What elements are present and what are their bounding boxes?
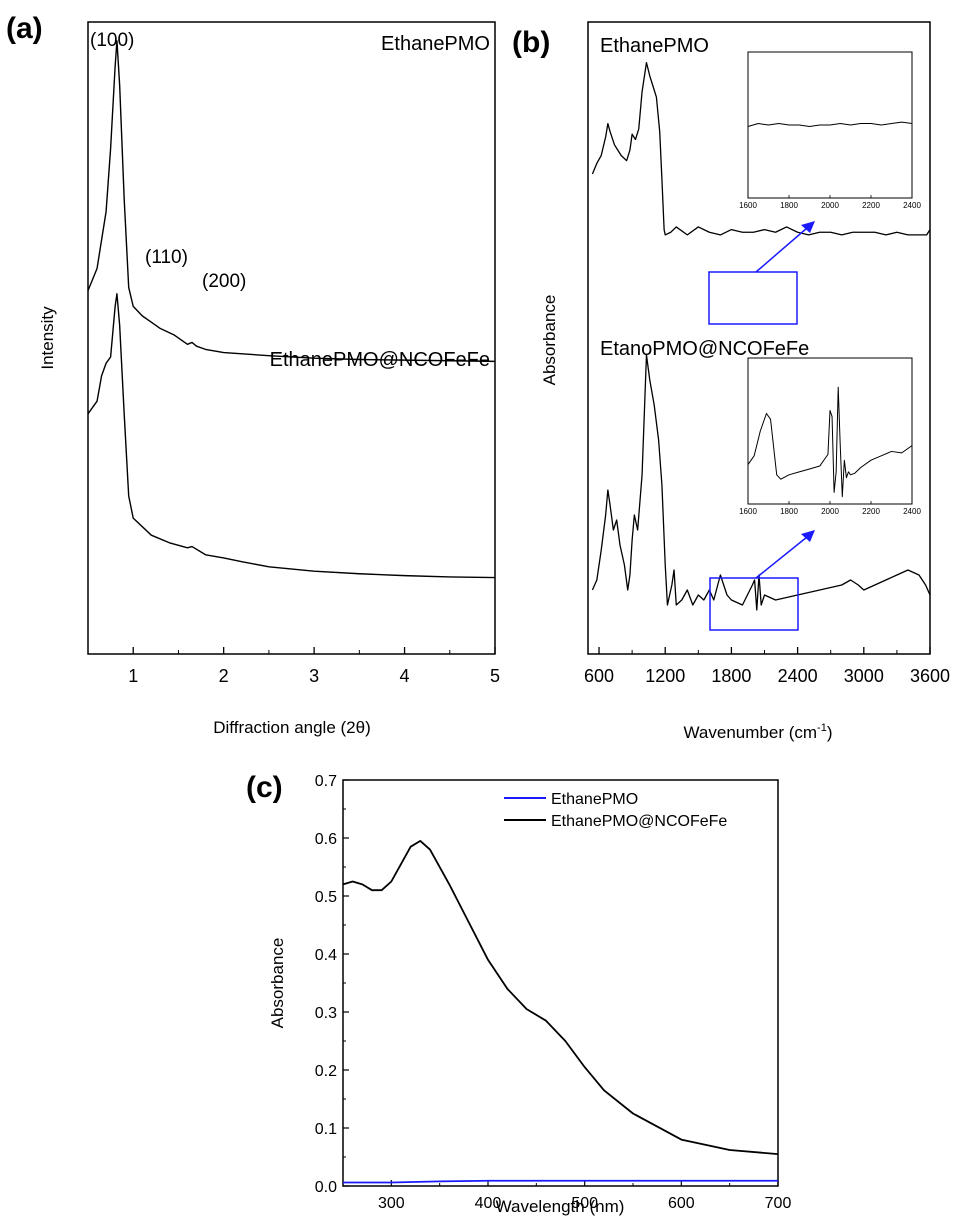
panel-b-frame bbox=[587, 21, 931, 655]
panel-a-series-line-1 bbox=[87, 293, 496, 579]
panel-a-letter: (a) bbox=[6, 12, 43, 45]
panel-a-x-tick-label: 3 bbox=[309, 666, 319, 686]
panel-b-y-axis-title: Absorbance bbox=[540, 295, 559, 386]
inset-x-tick-label: 1600 bbox=[739, 201, 757, 210]
zoom-arrow-top bbox=[755, 227, 808, 273]
peak-label-200: (200) bbox=[202, 271, 246, 292]
inset-x-tick-label: 1800 bbox=[780, 201, 798, 210]
panel-c-y-tick-label: 0.1 bbox=[315, 1121, 337, 1138]
panel-c-x-tick-label: 500 bbox=[571, 1195, 598, 1212]
inset-series-line-1 bbox=[747, 386, 913, 498]
legend-label-ethanepmo: EthanePMO bbox=[551, 791, 638, 808]
panel-c-y-tick-label: 0.6 bbox=[315, 831, 337, 848]
panel-b-x-tick-label: 2400 bbox=[778, 666, 818, 686]
panel-c-y-tick-label: 0.7 bbox=[315, 773, 337, 790]
inset-series-line-0 bbox=[747, 121, 913, 127]
zoom-arrow-bottom bbox=[755, 536, 808, 579]
inset-x-tick-label: 2200 bbox=[862, 507, 880, 516]
panel-c-y-tick-label: 0.4 bbox=[315, 947, 337, 964]
panel-b-series-line-1 bbox=[591, 354, 931, 611]
panel-a-x-tick-label: 5 bbox=[490, 666, 500, 686]
panel-b-x-tick-label: 600 bbox=[584, 666, 614, 686]
panel-b-x-axis-title: Wavenumber (cm-1) bbox=[684, 722, 833, 742]
panel-b-x-tick-label: 3000 bbox=[844, 666, 884, 686]
panel-c-series-line-0 bbox=[343, 1179, 778, 1184]
panel-c-x-tick-label: 600 bbox=[668, 1195, 695, 1212]
panel-c-series bbox=[342, 840, 779, 1184]
inset-x-tick-label: 2000 bbox=[821, 507, 839, 516]
panel-c-x-tick-label: 300 bbox=[378, 1195, 405, 1212]
panel-c-x-tick-label: 700 bbox=[765, 1195, 792, 1212]
highlight-box-top bbox=[708, 271, 798, 325]
panel-c-y-tick-label: 0.2 bbox=[315, 1063, 337, 1080]
panel-c-y-tick-label: 0.0 bbox=[315, 1179, 337, 1196]
zoom-arrow-top-head bbox=[801, 221, 815, 233]
inset-x-tick-label: 2200 bbox=[862, 201, 880, 210]
panel-a-x-tick-label: 4 bbox=[400, 666, 410, 686]
inset-x-tick-label: 2000 bbox=[821, 201, 839, 210]
series-label-ethanepmo-a: EthanePMO bbox=[381, 33, 490, 55]
panel-a-x-tick-label: 2 bbox=[219, 666, 229, 686]
panel-c-letter: (c) bbox=[246, 771, 283, 804]
panel-a-frame bbox=[87, 21, 496, 655]
inset-x-tick-label: 2400 bbox=[903, 201, 921, 210]
inset-x-tick-label: 1800 bbox=[780, 507, 798, 516]
panel-a-x-tick-label: 1 bbox=[128, 666, 138, 686]
panel-c-frame bbox=[342, 779, 779, 1187]
panel-b-letter: (b) bbox=[512, 26, 550, 59]
panel-c-ticks: 300 400 500 600 700 0.0 0.1 0.2 0.3 0.4 0.5 0.6 0.7 bbox=[315, 773, 792, 1212]
panel-c-y-tick-label: 0.5 bbox=[315, 889, 337, 906]
inset-top: 1600 1800 2000 2200 2400 bbox=[739, 51, 921, 210]
inset-bottom-frame bbox=[747, 357, 913, 505]
panel-a-y-axis-title: Intensity bbox=[38, 306, 57, 370]
panel-c-series-line-1 bbox=[342, 840, 779, 1155]
panel-a-series bbox=[87, 40, 496, 579]
panel-c-x-tick-label: 400 bbox=[475, 1195, 502, 1212]
panel-a-x-axis-title: Diffraction angle (2θ) bbox=[213, 718, 371, 737]
panel-a: (a) 1 2 3 4 5 (100) (110) (200) EthanePMO Et… bbox=[6, 12, 500, 737]
panel-a-series-line-0 bbox=[87, 40, 496, 363]
zoom-arrow-bottom-head bbox=[801, 530, 815, 542]
peak-label-110: (110) bbox=[145, 247, 188, 268]
peak-label-100: (100) bbox=[90, 30, 134, 51]
legend-label-ethanepmo-ncofefe: EthanePMO@NCOFeFe bbox=[551, 813, 727, 830]
inset-x-tick-label: 1600 bbox=[739, 507, 757, 516]
panel-a-x-ticks: 1 2 3 4 5 bbox=[87, 647, 500, 686]
panel-b-x-tick-label: 3600 bbox=[910, 666, 950, 686]
panel-b: (b) 600 1200 1800 2400 3000 3600 EthanePMO Et… bbox=[512, 21, 950, 742]
highlight-box-bottom bbox=[709, 577, 799, 631]
panel-c-legend: EthanePMO EthanePMO@NCOFeFe bbox=[504, 791, 727, 830]
panel-b-series bbox=[591, 62, 931, 611]
panel-c-y-tick-label: 0.3 bbox=[315, 1005, 337, 1022]
inset-bottom: 1600 1800 2000 2200 2400 bbox=[739, 357, 921, 516]
series-label-ethanepmo-ncofefe-a: EthanePMO@NCOFeFe bbox=[270, 349, 490, 371]
panel-c: (c) 300 400 500 600 700 0.0 0.1 0.2 0.3 0.4 0.5 0.6… bbox=[246, 771, 791, 1216]
series-label-ethanepmo-b: EthanePMO bbox=[600, 35, 709, 57]
panel-b-x-tick-label: 1200 bbox=[645, 666, 685, 686]
panel-b-x-tick-label: 1800 bbox=[711, 666, 751, 686]
series-label-etanopmo-ncofefe-b: EtanoPMO@NCOFeFe bbox=[600, 338, 809, 360]
panel-c-x-axis-title: Wavelength (nm) bbox=[496, 1197, 625, 1216]
panel-b-x-ticks: 600 1200 1800 2400 3000 3600 bbox=[584, 647, 950, 686]
panel-c-y-axis-title: Absorbance bbox=[268, 938, 287, 1029]
panel-b-series-line-0 bbox=[591, 62, 931, 236]
inset-x-tick-label: 2400 bbox=[903, 507, 921, 516]
